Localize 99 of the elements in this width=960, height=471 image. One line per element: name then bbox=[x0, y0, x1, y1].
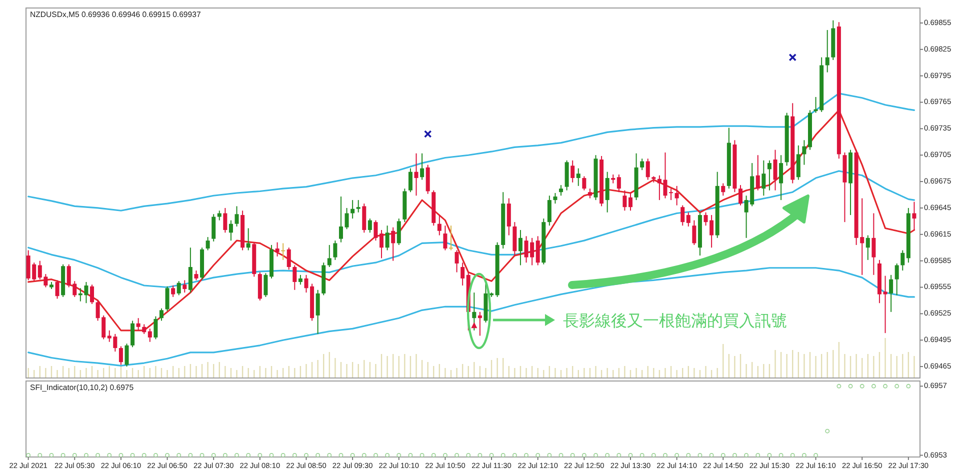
candlestick bbox=[588, 188, 592, 199]
candlestick bbox=[142, 324, 146, 334]
candlestick bbox=[756, 154, 760, 191]
candlestick bbox=[437, 214, 442, 236]
candlestick bbox=[547, 195, 552, 226]
candlestick bbox=[582, 176, 586, 191]
candlestick bbox=[350, 200, 355, 220]
candlestick bbox=[223, 207, 228, 234]
candlestick bbox=[773, 149, 778, 191]
candlestick bbox=[605, 171, 610, 213]
candlestick bbox=[90, 284, 94, 304]
candlestick bbox=[686, 212, 690, 227]
candlestick bbox=[872, 212, 876, 276]
candlestick bbox=[426, 164, 430, 194]
candlestick bbox=[478, 311, 482, 336]
candlestick bbox=[194, 270, 198, 281]
candlestick bbox=[385, 225, 390, 251]
candlestick bbox=[622, 190, 627, 212]
candlestick bbox=[506, 198, 511, 236]
candlestick bbox=[176, 280, 181, 296]
candlestick bbox=[124, 343, 129, 368]
point bbox=[424, 130, 432, 138]
candlestick bbox=[866, 234, 870, 260]
candlestick bbox=[159, 308, 164, 322]
candlestick bbox=[779, 154, 784, 201]
candlestick bbox=[281, 242, 286, 260]
candlestick bbox=[130, 320, 135, 348]
candlestick bbox=[889, 274, 894, 312]
candlestick bbox=[553, 192, 558, 204]
candlestick bbox=[536, 236, 540, 266]
candlestick bbox=[692, 220, 696, 246]
candlestick bbox=[628, 192, 632, 212]
candlestick bbox=[304, 274, 308, 294]
candlestick bbox=[338, 196, 343, 243]
candlestick bbox=[136, 318, 140, 331]
candlestick bbox=[212, 214, 216, 242]
candlestick bbox=[374, 220, 378, 242]
candlestick bbox=[448, 225, 453, 251]
candlestick bbox=[148, 328, 152, 342]
candlestick bbox=[721, 182, 726, 196]
candlestick bbox=[570, 160, 575, 183]
candlestick bbox=[576, 168, 580, 186]
candlestick bbox=[356, 200, 360, 213]
candlestick bbox=[443, 225, 448, 251]
candlestick bbox=[327, 244, 332, 268]
candlestick bbox=[206, 236, 210, 251]
candlestick bbox=[118, 346, 123, 366]
candlestick bbox=[333, 240, 338, 260]
candlestick bbox=[408, 168, 412, 193]
candlestick bbox=[234, 206, 239, 227]
candlestick bbox=[900, 250, 905, 272]
candlestick bbox=[680, 204, 685, 226]
candlestick bbox=[316, 289, 320, 334]
candlestick bbox=[894, 262, 899, 296]
candlestick bbox=[802, 140, 806, 166]
candlestick bbox=[883, 275, 888, 334]
candlestick bbox=[286, 247, 291, 270]
candlestick bbox=[246, 228, 250, 251]
candlestick bbox=[825, 30, 830, 73]
candlestick bbox=[616, 174, 621, 193]
candlestick bbox=[420, 152, 424, 180]
candlestick bbox=[154, 316, 158, 340]
candlestick bbox=[646, 158, 650, 180]
candlestick bbox=[228, 220, 233, 242]
point bbox=[788, 53, 797, 62]
candlestick bbox=[472, 292, 476, 331]
candlestick bbox=[55, 280, 60, 300]
candlestick bbox=[912, 201, 916, 230]
candlestick bbox=[188, 247, 192, 294]
candlestick bbox=[396, 218, 401, 246]
candlestick bbox=[669, 188, 674, 201]
candlestick bbox=[275, 242, 280, 257]
candlestick bbox=[165, 286, 170, 312]
candlestick bbox=[762, 160, 766, 196]
line-series bbox=[28, 92, 916, 212]
candlestick bbox=[298, 274, 302, 286]
candlestick bbox=[391, 226, 396, 262]
candlestick bbox=[460, 262, 465, 286]
candlestick bbox=[796, 144, 800, 180]
point bbox=[471, 322, 478, 328]
candlestick bbox=[182, 280, 187, 294]
candlestick bbox=[767, 160, 772, 191]
candlestick bbox=[559, 184, 564, 196]
candlestick bbox=[368, 218, 372, 234]
candlestick bbox=[344, 207, 349, 230]
candlestick bbox=[171, 285, 176, 298]
candlestick bbox=[454, 250, 459, 273]
candlestick bbox=[674, 185, 679, 206]
candlestick bbox=[414, 152, 418, 196]
candlestick bbox=[362, 203, 366, 234]
candlestick bbox=[518, 230, 522, 266]
candlestick bbox=[640, 158, 644, 171]
candlestick bbox=[738, 184, 743, 206]
line-series bbox=[28, 109, 916, 332]
candlestick bbox=[264, 272, 268, 298]
candlestick bbox=[380, 230, 384, 259]
candlestick bbox=[292, 264, 297, 290]
annotation: 長影線後又一根飽滿的買入訊號 bbox=[563, 311, 787, 330]
candlestick bbox=[217, 210, 222, 221]
